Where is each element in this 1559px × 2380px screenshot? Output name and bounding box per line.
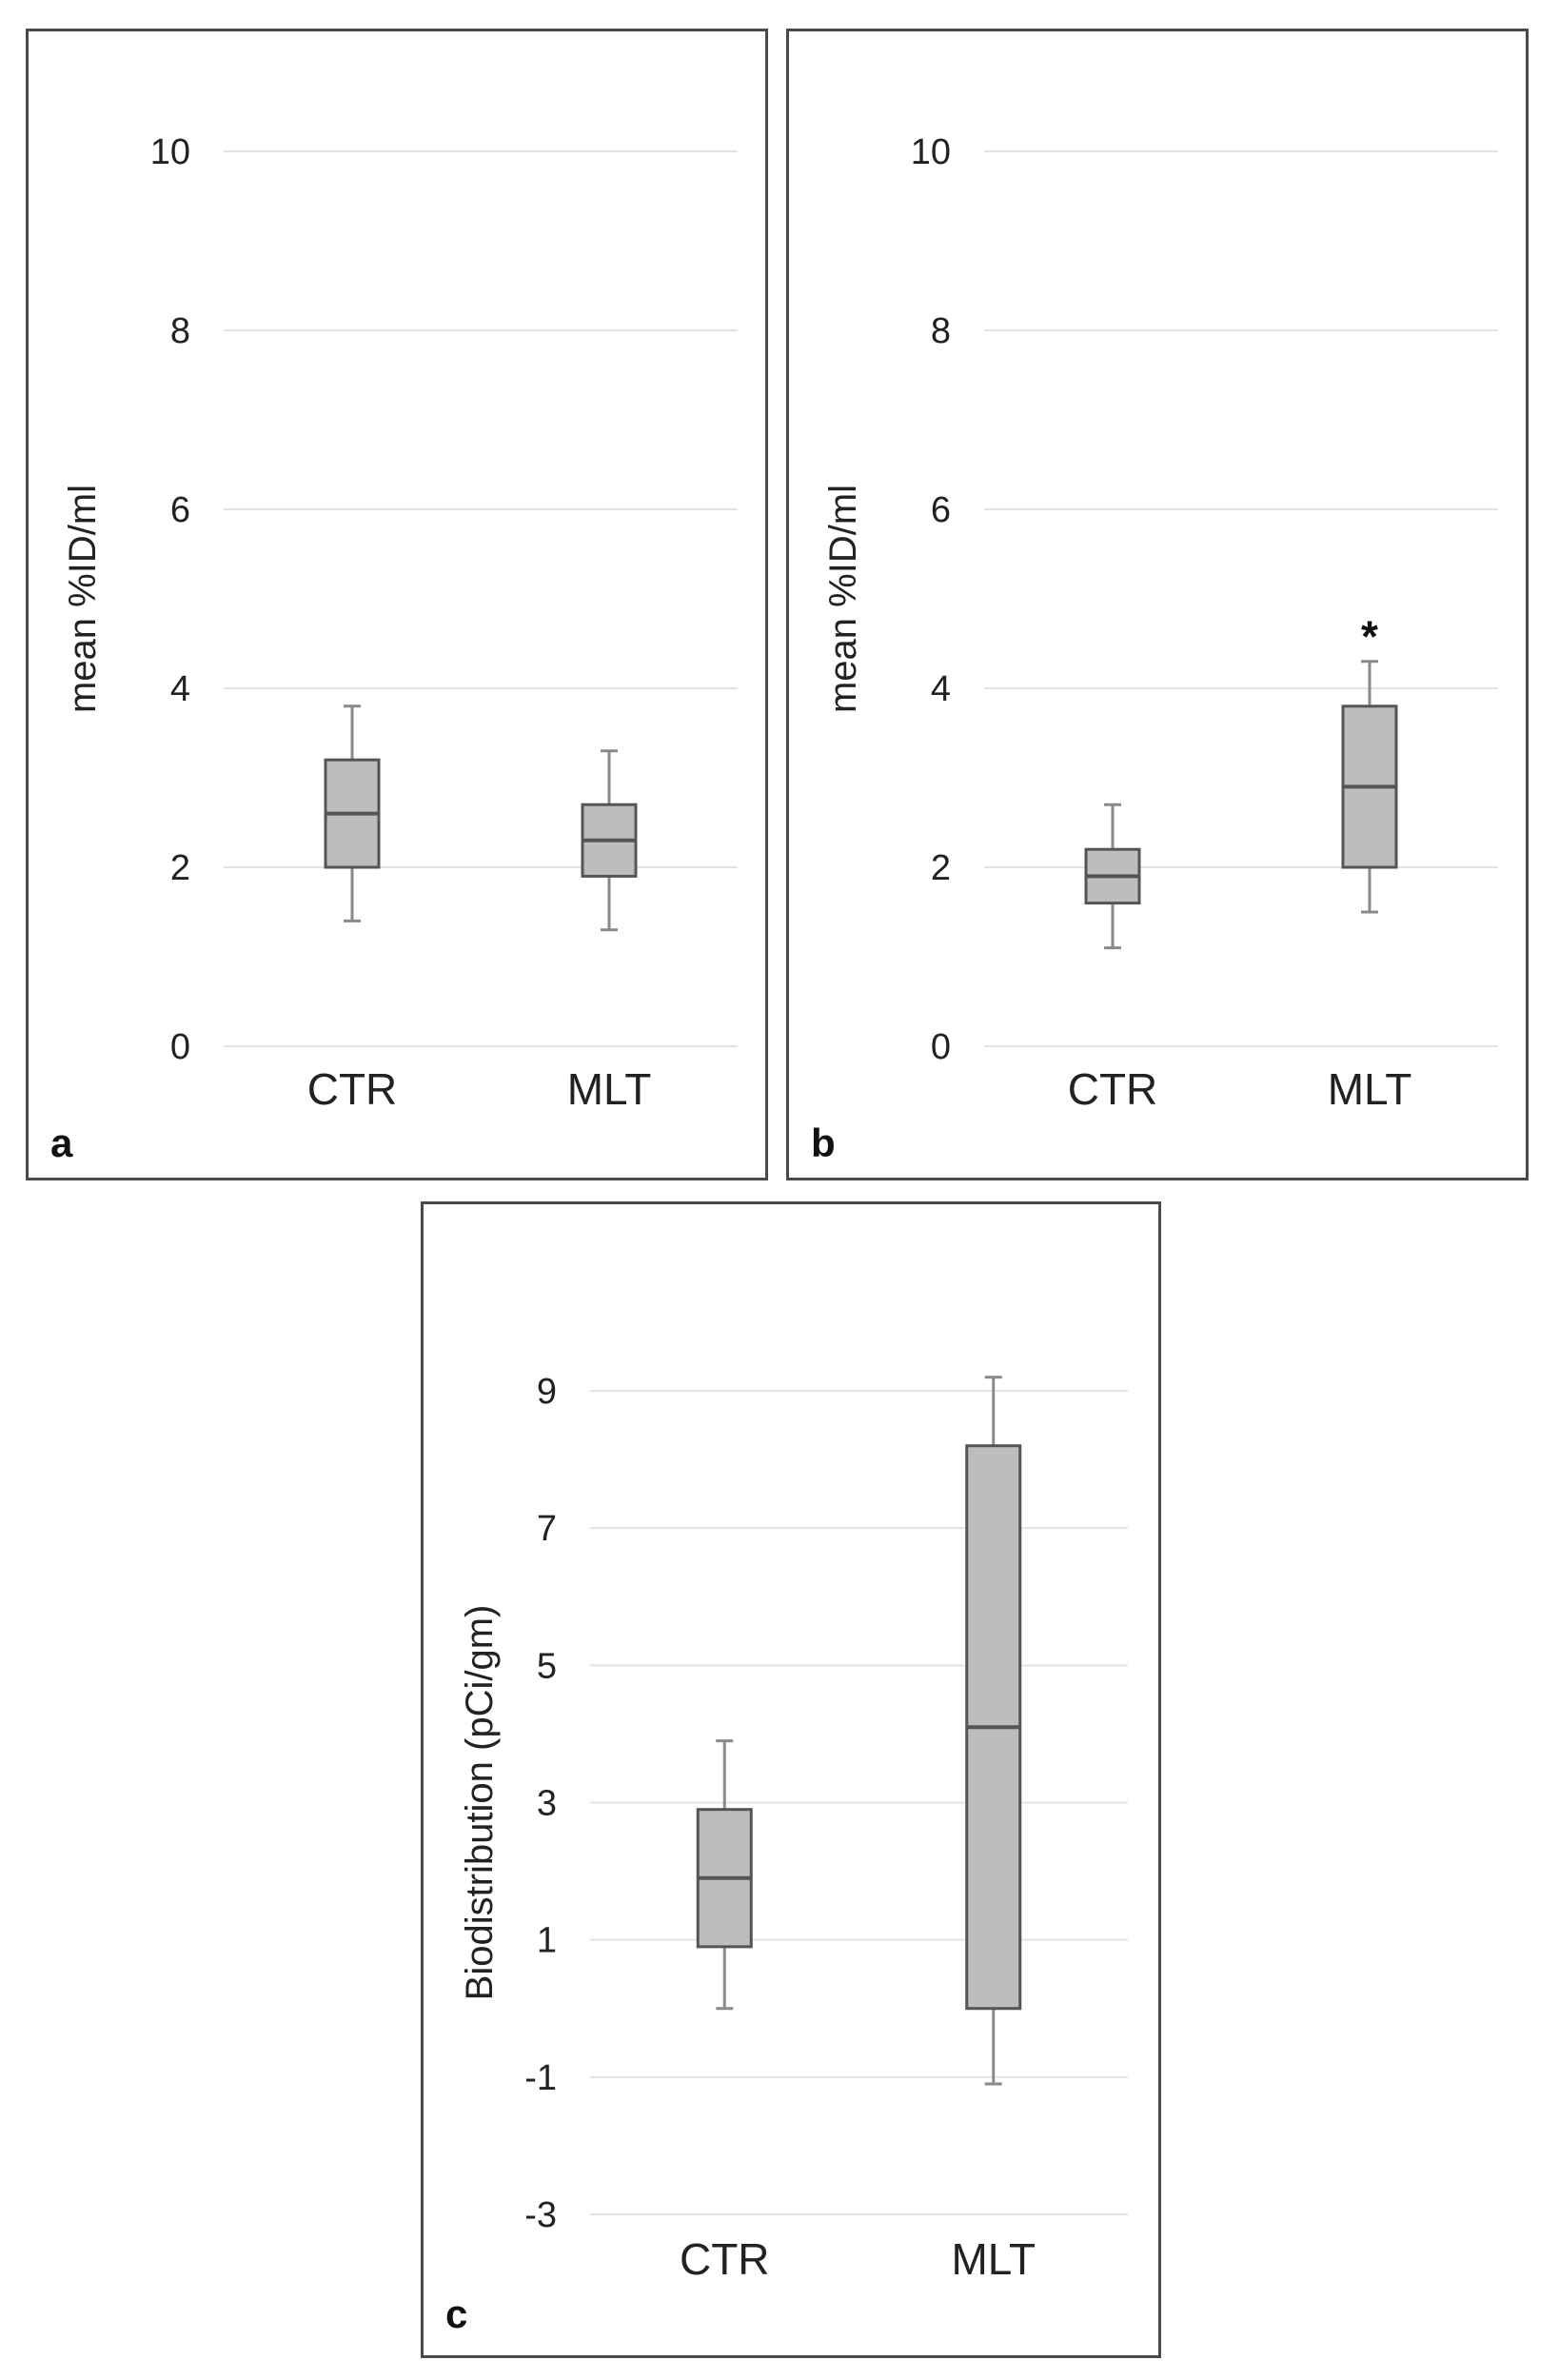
chart-c-svg: -3 -1 1 3 5 7 9 Biodistribution (pCi/gm) CTR MLT c — [445, 1372, 1128, 2336]
y-tick-label: 0 — [170, 1027, 190, 1067]
y-tick-label: 6 — [170, 490, 190, 530]
panel-label: c — [445, 2291, 467, 2336]
chart-panel-a: 0 2 4 6 8 10 mean %ID/ml CTR MLT a — [26, 29, 768, 1180]
y-tick-label: 8 — [931, 311, 951, 351]
box-ctr — [696, 1739, 753, 2011]
panel-label: a — [50, 1121, 73, 1165]
y-tick-label: 10 — [911, 132, 951, 172]
y-tick-label: 4 — [931, 669, 951, 709]
y-tick-label: 9 — [537, 1372, 557, 1412]
y-tick-label: 4 — [170, 669, 190, 709]
y-axis-title: mean %ID/ml — [822, 485, 864, 713]
y-tick-label: -3 — [524, 2195, 557, 2235]
y-tick-label: 5 — [537, 1646, 557, 1686]
y-tick-label: 3 — [537, 1784, 557, 1824]
x-category-label: MLT — [1328, 1064, 1412, 1114]
y-tick-label: -1 — [524, 2058, 557, 2098]
significance-marker: * — [1361, 612, 1378, 662]
chart-panel-b: 0 2 4 6 8 10 mean %ID/ml CTR MLT * b — [786, 29, 1529, 1180]
box-mlt — [965, 1376, 1022, 2086]
x-category-label: MLT — [567, 1064, 652, 1114]
box-ctr — [1084, 803, 1141, 950]
box-mlt — [581, 749, 638, 932]
y-axis-title: Biodistribution (pCi/gm) — [459, 1605, 501, 2001]
y-tick-label: 2 — [170, 848, 190, 888]
y-tick-label: 1 — [537, 1921, 557, 1961]
x-category-label: MLT — [951, 2234, 1036, 2284]
box-ctr — [324, 704, 381, 922]
panel-label: b — [811, 1121, 836, 1165]
x-category-label: CTR — [1068, 1064, 1158, 1114]
y-tick-label: 2 — [931, 848, 951, 888]
y-tick-label: 10 — [150, 132, 190, 172]
y-axis-title: mean %ID/ml — [62, 485, 104, 713]
chart-b-svg: 0 2 4 6 8 10 mean %ID/ml CTR MLT * b — [811, 132, 1498, 1165]
chart-a-svg: 0 2 4 6 8 10 mean %ID/ml CTR MLT a — [50, 132, 738, 1165]
x-category-label: CTR — [307, 1064, 398, 1114]
chart-panel-c: -3 -1 1 3 5 7 9 Biodistribution (pCi/gm) CTR MLT c — [421, 1201, 1161, 2358]
y-tick-label: 6 — [931, 490, 951, 530]
y-tick-label: 7 — [537, 1509, 557, 1549]
x-category-label: CTR — [680, 2234, 770, 2284]
y-tick-label: 0 — [931, 1027, 951, 1067]
box-mlt — [1341, 660, 1398, 914]
y-tick-label: 8 — [170, 311, 190, 351]
